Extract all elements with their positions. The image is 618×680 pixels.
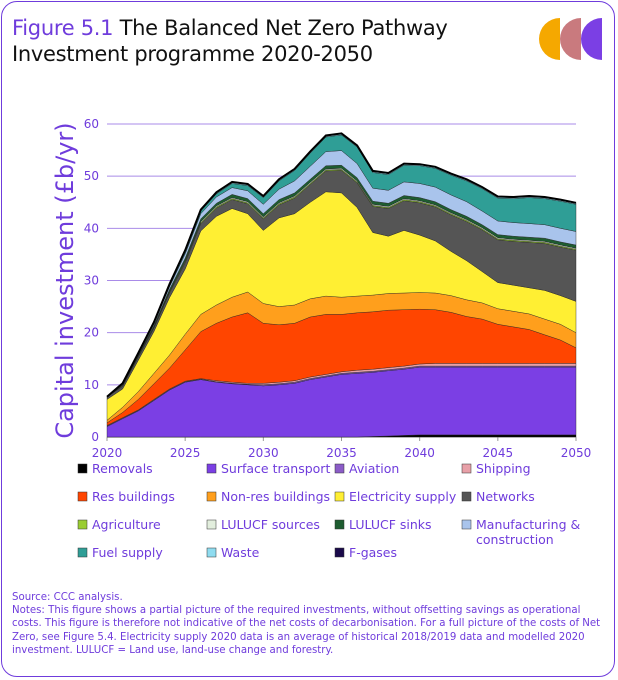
legend-label-removals: Removals [92,461,153,476]
legend-swatch-fuel-supply [77,547,88,558]
legend-swatch-waste [206,547,217,558]
x-tick-label: 2025 [170,446,201,460]
x-tick-label: 2045 [483,446,514,460]
title-line2: Investment programme 2020-2050 [12,42,373,66]
y-tick-label: 60 [84,117,99,131]
source-line: Source: CCC analysis. [12,592,123,603]
legend-label-shipping: Shipping [476,461,531,476]
legend-swatch-networks [461,491,472,502]
legend-label-surface-transport: Surface transport [221,461,330,476]
logo-circle-2 [560,18,581,60]
legend-label-agriculture: Agriculture [92,517,161,532]
legend-label-electricity-supply: Electricity supply [349,489,457,504]
x-tick-label: 2050 [561,446,592,460]
legend-label-manufacturing-construction: Manufacturing & construction [476,517,580,547]
legend-swatch-aviation [334,463,345,474]
title-line1: The Balanced Net Zero Pathway [119,16,448,40]
legend-label-f-gases: F-gases [349,545,397,560]
total-outline [106,132,577,398]
x-tick-label: 2020 [92,446,123,460]
legend-swatch-shipping [461,463,472,474]
legend-swatch-non-res-buildings [206,491,217,502]
legend-swatch-lulucf-sinks [334,519,345,530]
y-tick-label: 30 [84,274,99,288]
y-axis-label: Capital investment (£b/yr) [51,122,79,438]
legend-swatch-removals [77,463,88,474]
legend-swatch-agriculture [77,519,88,530]
legend-label-res-buildings: Res buildings [92,489,175,504]
legend-label-lulucf-sources: LULUCF sources [221,517,320,532]
y-tick-label: 0 [91,430,99,444]
x-tick-label: 2035 [326,446,357,460]
x-tick-label: 2040 [404,446,435,460]
figure-label: Figure 5.1 [12,16,114,40]
logo-circle-1 [539,18,560,60]
legend-swatch-manufacturing-construction [461,519,472,530]
legend-label-aviation: Aviation [349,461,399,476]
legend-swatch-surface-transport [206,463,217,474]
y-tick-label: 10 [84,378,99,392]
x-tick-label: 2030 [248,446,279,460]
legend-label-networks: Networks [476,489,535,504]
legend-label-waste: Waste [221,545,260,560]
legend-label-lulucf-sinks: LULUCF sinks [349,517,432,532]
legend-swatch-electricity-supply [334,491,345,502]
notes-text: Notes: This figure shows a partial pictu… [12,605,601,656]
y-tick-label: 20 [84,326,99,340]
legend-label-non-res-buildings: Non-res buildings [221,489,330,504]
legend-swatch-lulucf-sources [206,519,217,530]
legend-swatch-res-buildings [77,491,88,502]
legend-swatch-f-gases [334,547,345,558]
y-tick-label: 50 [84,169,99,183]
legend-label-fuel-supply: Fuel supply [92,545,163,560]
figure-title: Figure 5.1 The Balanced Net Zero Pathway… [12,15,448,67]
source-notes: Source: CCC analysis. Notes: This figure… [12,591,610,657]
y-tick-label: 40 [84,221,99,235]
logo-circle-3 [581,18,602,60]
ccc-logo [539,18,602,60]
